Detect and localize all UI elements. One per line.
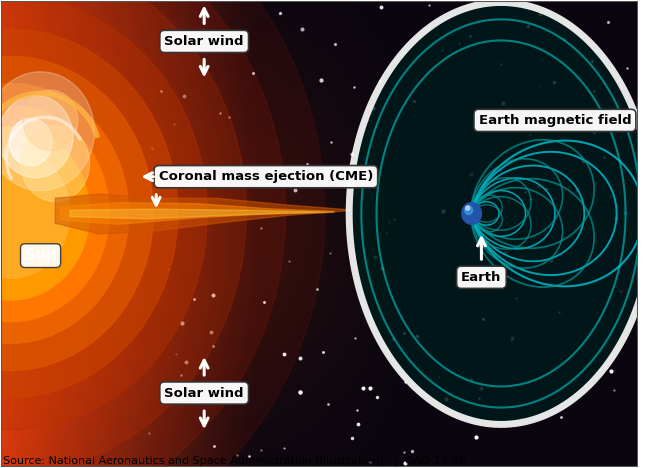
Circle shape xyxy=(0,148,70,278)
Circle shape xyxy=(466,206,470,210)
Circle shape xyxy=(0,29,177,397)
Circle shape xyxy=(9,118,53,166)
Circle shape xyxy=(0,57,153,370)
Text: Source: National Aeronautics and Space Administration (illustration).  |  GAO-19: Source: National Aeronautics and Space A… xyxy=(3,456,467,466)
Circle shape xyxy=(23,90,78,151)
Text: Coronal mass ejection (CME): Coronal mass ejection (CME) xyxy=(159,170,373,183)
Polygon shape xyxy=(60,203,335,224)
Text: Solar wind: Solar wind xyxy=(164,35,244,48)
Circle shape xyxy=(21,126,90,202)
Circle shape xyxy=(0,0,285,468)
Circle shape xyxy=(462,203,482,224)
Polygon shape xyxy=(349,2,650,424)
Circle shape xyxy=(0,105,109,322)
Circle shape xyxy=(0,0,246,468)
Circle shape xyxy=(0,95,73,178)
Text: Solar wind: Solar wind xyxy=(164,387,244,400)
Circle shape xyxy=(0,72,94,191)
Polygon shape xyxy=(55,194,354,234)
Text: Sun: Sun xyxy=(25,248,57,263)
Circle shape xyxy=(0,127,90,300)
Circle shape xyxy=(465,206,473,214)
Text: Earth magnetic field: Earth magnetic field xyxy=(478,114,631,127)
Text: Earth: Earth xyxy=(462,271,502,284)
Polygon shape xyxy=(70,209,335,219)
Circle shape xyxy=(0,0,325,468)
Circle shape xyxy=(0,0,207,430)
Circle shape xyxy=(0,84,129,343)
